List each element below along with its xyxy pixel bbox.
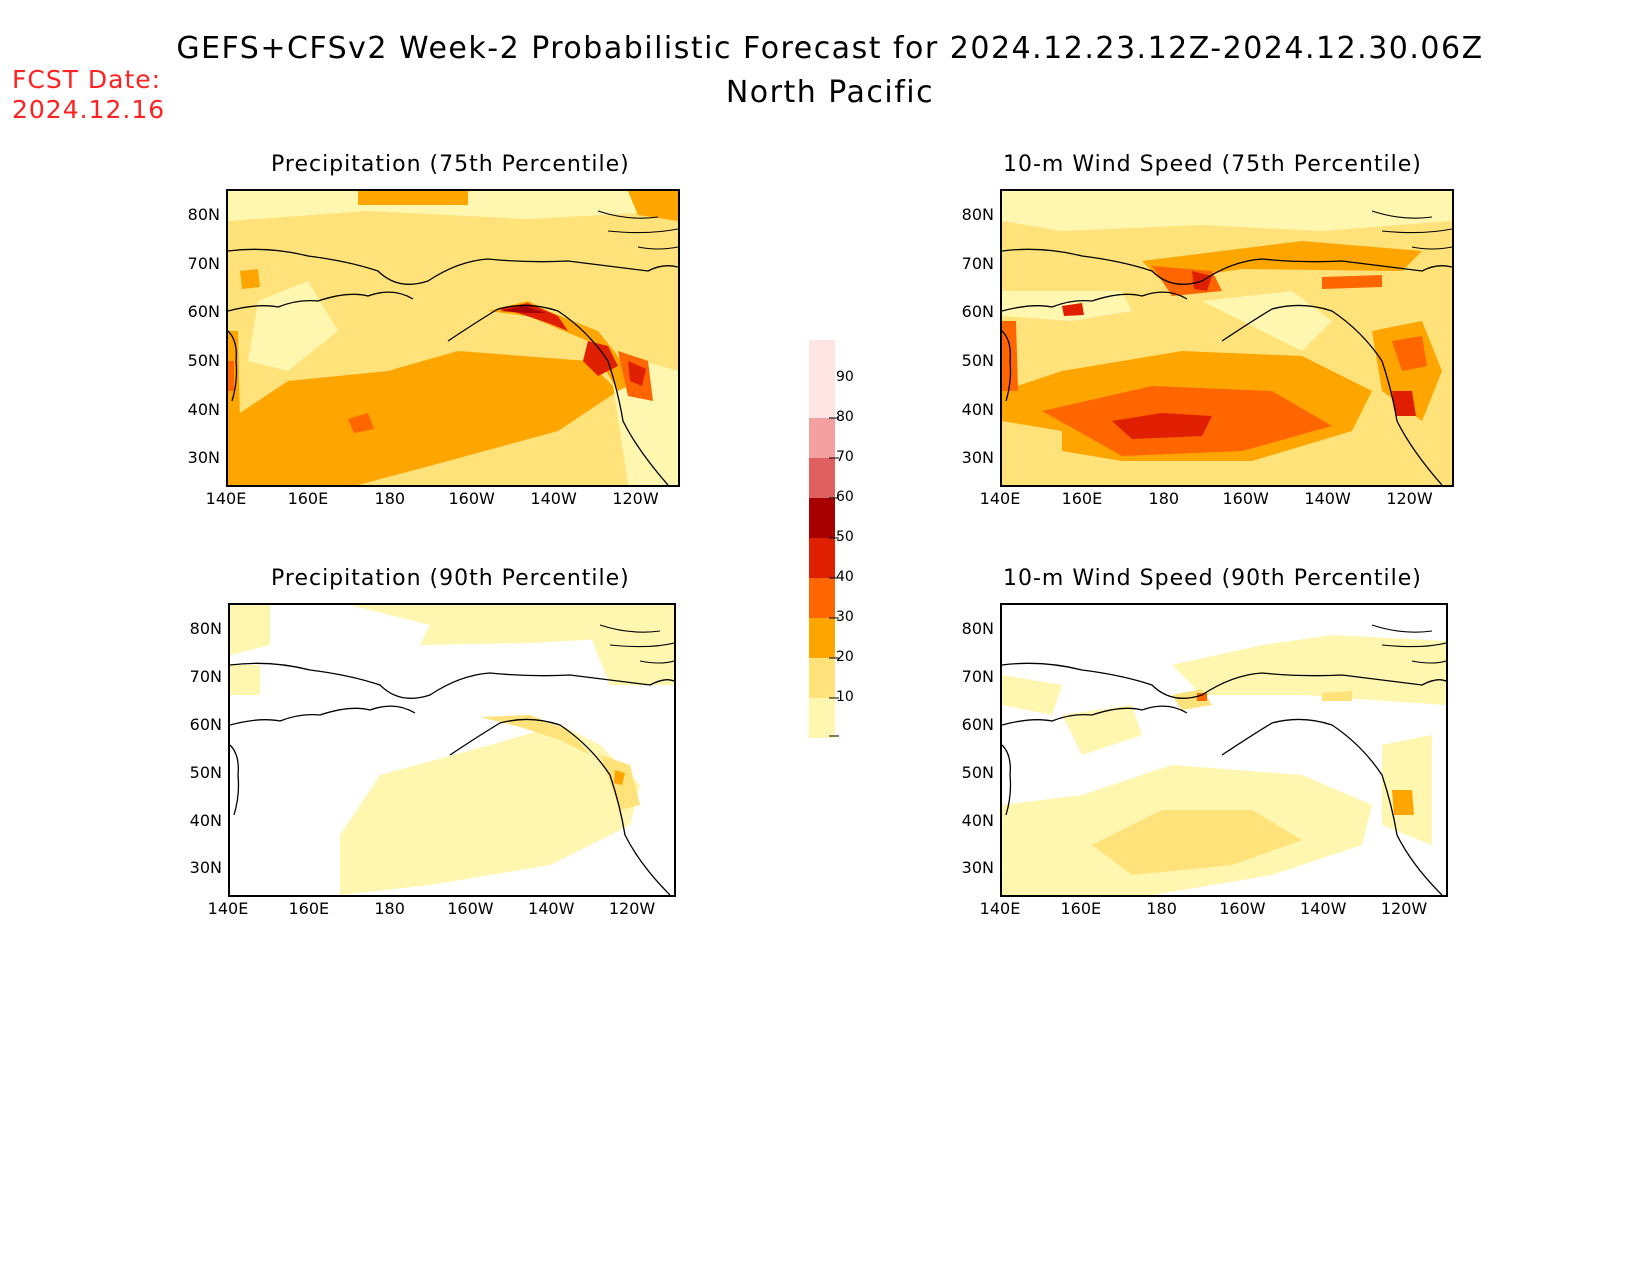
lat-tick-label: 40N (187, 399, 220, 419)
lon-tick-label: 140W (1304, 489, 1351, 508)
lat-tick-label: 70N (961, 253, 994, 273)
map-precip-90 (228, 603, 676, 897)
colorbar-label: 90 (836, 369, 854, 385)
lat-tick-label: 30N (189, 858, 222, 878)
colorbar-swatch (809, 538, 835, 578)
lon-tick-label: 140W (1300, 899, 1347, 918)
colorbar-label: 60 (836, 489, 854, 505)
map-wind-75 (1000, 189, 1454, 487)
lon-tick-label: 160E (1060, 899, 1102, 918)
lat-tick-label: 80N (961, 619, 994, 639)
colorbar-swatch (809, 458, 835, 498)
colorbar-swatch (809, 618, 835, 658)
colorbar-label: 70 (836, 449, 854, 465)
colorbar-label: 40 (836, 569, 854, 585)
lat-tick-label: 60N (961, 714, 994, 734)
lon-tick-label: 140E (205, 489, 247, 508)
lon-tick-label: 120W (612, 489, 659, 508)
lat-tick-label: 60N (189, 714, 222, 734)
lat-tick-label: 30N (961, 858, 994, 878)
lat-tick-label: 40N (961, 399, 994, 419)
lon-tick-label: 120W (1380, 899, 1428, 918)
lon-tick-label: 140W (530, 489, 577, 508)
lat-tick-label: 30N (961, 448, 994, 467)
lon-tick-label: 180 (374, 899, 405, 918)
colorbar-swatch (809, 658, 835, 698)
lat-tick-label: 80N (187, 205, 220, 225)
map-precip-75 (226, 189, 680, 487)
lat-tick-label: 40N (189, 810, 222, 830)
lat-tick-label: 60N (961, 302, 994, 322)
lat-tick-label: 70N (187, 253, 220, 273)
forecast-date-value: 2024.12.16 (12, 95, 166, 124)
colorbar-swatch (809, 578, 835, 618)
lon-tick-label: 180 (1146, 899, 1177, 918)
forecast-date-label: FCST Date: 2024.12.16 (12, 65, 165, 125)
lon-tick-label: 120W (1386, 489, 1433, 508)
panel-title: 10-m Wind Speed (90th Percentile) (1003, 566, 1422, 591)
lon-tick-label: 160W (1219, 899, 1266, 918)
lat-tick-label: 70N (961, 666, 994, 686)
forecast-date-caption: FCST Date: (12, 65, 162, 94)
colorbar-swatch (809, 418, 835, 458)
colorbar-label: 30 (836, 609, 854, 625)
lon-tick-label: 140W (528, 899, 575, 918)
lat-tick-label: 40N (961, 810, 994, 830)
colorbar (809, 338, 869, 740)
lon-tick-label: 160W (1222, 489, 1269, 508)
colorbar-label: 80 (836, 409, 854, 425)
lat-tick-label: 60N (187, 302, 220, 322)
map-wind-90 (1000, 603, 1448, 897)
lat-tick-label: 30N (187, 448, 220, 467)
lon-tick-label: 140E (979, 489, 1021, 508)
lat-tick-label: 50N (961, 350, 994, 370)
panel-title: Precipitation (90th Percentile) (271, 566, 630, 591)
lat-tick-label: 50N (189, 762, 222, 782)
panel-title: Precipitation (75th Percentile) (271, 152, 630, 177)
lon-tick-label: 160E (1061, 489, 1103, 508)
colorbar-label: 50 (836, 529, 854, 545)
panel-title: 10-m Wind Speed (75th Percentile) (1003, 152, 1422, 177)
lon-tick-label: 180 (1148, 489, 1180, 508)
map-fill (228, 191, 678, 485)
colorbar-swatch (809, 498, 835, 538)
colorbar-svg (809, 338, 839, 738)
lon-tick-label: 160E (288, 899, 330, 918)
colorbar-label: 10 (836, 689, 854, 705)
figure-subtitle: North Pacific (725, 75, 935, 110)
colorbar-swatch (809, 340, 835, 418)
lon-tick-label: 140E (207, 899, 249, 918)
lat-tick-label: 70N (189, 666, 222, 686)
lon-tick-label: 160W (448, 489, 495, 508)
lon-tick-label: 120W (608, 899, 656, 918)
lat-tick-label: 80N (961, 205, 994, 225)
colorbar-label: 20 (836, 649, 854, 665)
lat-tick-label: 50N (187, 350, 220, 370)
lat-tick-label: 50N (961, 762, 994, 782)
figure-title: GEFS+CFSv2 Week-2 Probabilistic Forecast… (176, 31, 1484, 66)
map-fill (1002, 191, 1452, 485)
map-fill (230, 605, 674, 895)
colorbar-swatch (809, 698, 835, 738)
lon-tick-label: 140E (979, 899, 1021, 918)
lat-tick-label: 80N (189, 619, 222, 639)
map-fill (1002, 605, 1446, 895)
lon-tick-label: 180 (374, 489, 406, 508)
lon-tick-label: 160W (447, 899, 494, 918)
lon-tick-label: 160E (287, 489, 329, 508)
